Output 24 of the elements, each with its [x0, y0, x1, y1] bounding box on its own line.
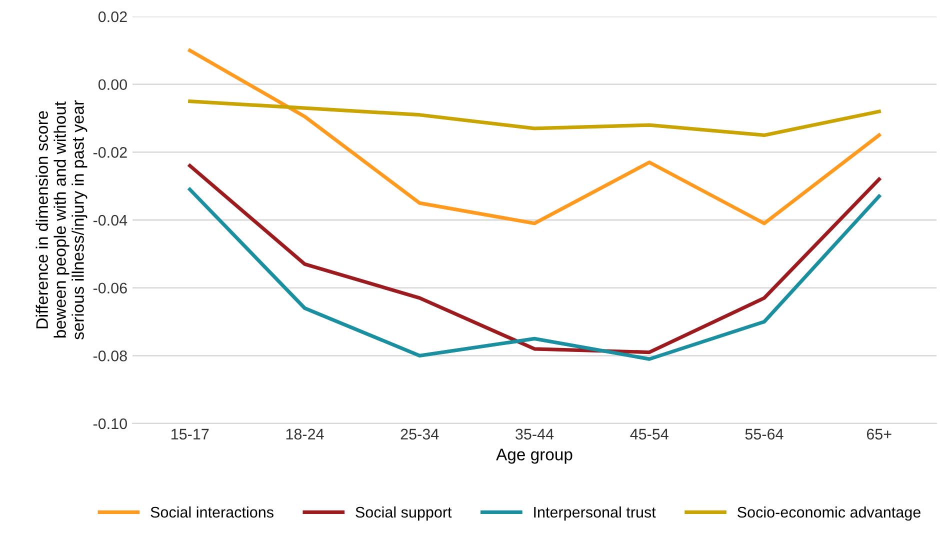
y-tick-label: -0.02	[93, 147, 127, 158]
x-tick-label: 15-17	[172, 428, 209, 440]
x-tick-label: 65+	[866, 428, 892, 440]
y-tick-label: -0.06	[93, 282, 127, 294]
line-series	[188, 164, 881, 354]
x-tick-label: 35-44	[516, 428, 554, 440]
x-tick-label: 55-64	[745, 428, 784, 440]
y-tick-label: -0.04	[93, 214, 128, 226]
x-tick-label: 18-24	[286, 428, 324, 440]
line-series	[188, 48, 881, 226]
legend-label: Interpersonal trust	[534, 506, 656, 521]
y-tick-label: -0.08	[93, 350, 127, 362]
legend-label: Socio-economic advantage	[738, 506, 920, 521]
legend-label: Social support	[356, 506, 452, 521]
y-tick-label: 0.00	[98, 79, 127, 90]
x-tick-label: 25-34	[400, 428, 439, 440]
y-axis-title: Difference in dimension score beween people with and without serious illness/injury in past year	[36, 100, 88, 340]
x-axis-title: Age group	[496, 448, 572, 464]
line-series	[188, 188, 881, 361]
y-tick-label: -0.10	[93, 418, 127, 430]
x-tick-label: 45-54	[630, 428, 668, 440]
legend-label: Social interactions	[150, 506, 274, 518]
y-tick-label: 0.02	[98, 11, 127, 22]
line-series	[188, 99, 881, 138]
